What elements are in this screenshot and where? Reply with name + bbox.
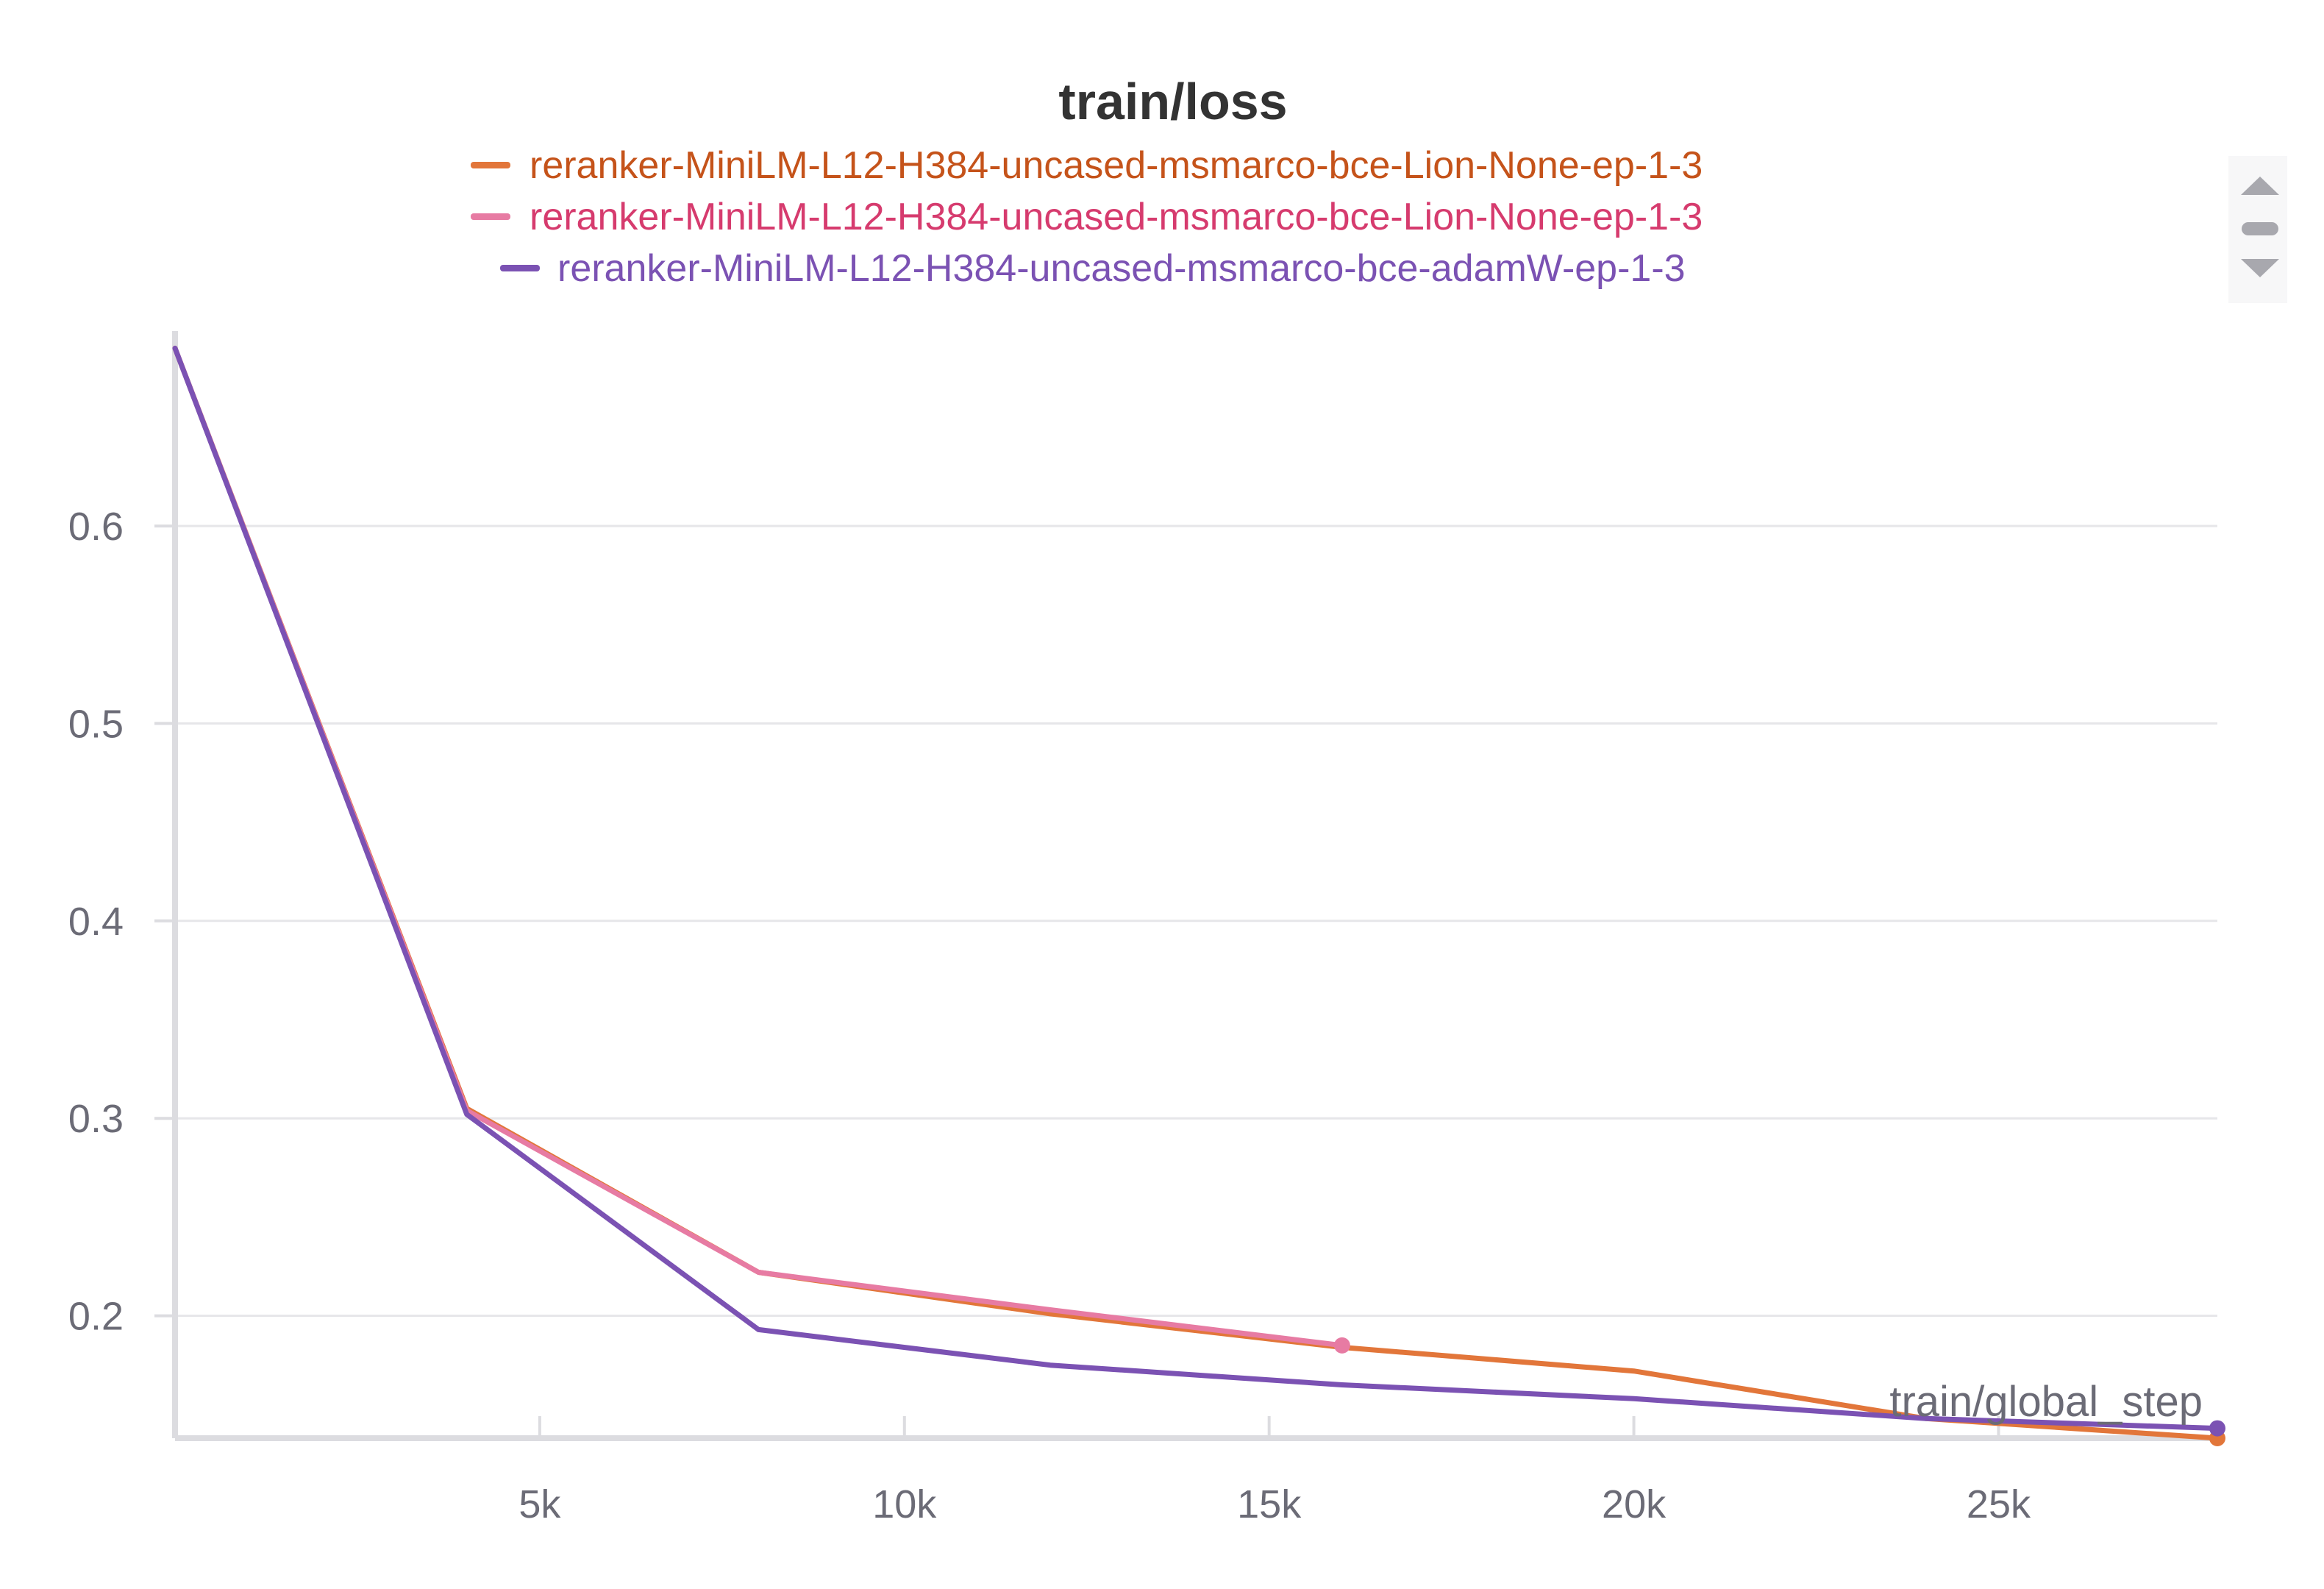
scroll-up-icon[interactable] xyxy=(2241,177,2279,195)
series-end-point-2 xyxy=(1333,1337,1350,1354)
x-tick-label: 5k xyxy=(518,1482,561,1526)
legend: reranker-MiniLM-L12-H384-uncased-msmarco… xyxy=(471,144,1703,290)
legend-scroll-controls[interactable] xyxy=(2228,156,2287,303)
y-tick-label: 0.4 xyxy=(68,900,124,944)
x-tick-label: 10k xyxy=(872,1482,937,1526)
series-line-2 xyxy=(172,345,1345,1348)
y-axis-ticks: 0.2 0.3 0.4 0.5 0.6 xyxy=(68,505,175,1339)
legend-label-3: reranker-MiniLM-L12-H384-uncased-msmarco… xyxy=(557,247,1686,290)
x-tick-label: 20k xyxy=(1602,1482,1667,1526)
x-axis-title: train/global_step xyxy=(1889,1378,2203,1426)
y-tick-label: 0.3 xyxy=(68,1097,124,1141)
legend-swatch-1 xyxy=(471,162,510,168)
axes xyxy=(172,331,2217,1441)
y-tick-label: 0.5 xyxy=(68,702,124,746)
chart-title: train/loss xyxy=(1058,73,1287,130)
legend-label-1: reranker-MiniLM-L12-H384-uncased-msmarco… xyxy=(530,144,1703,187)
x-axis-ticks: 5k 10k 15k 20k 25k xyxy=(518,1416,2031,1526)
x-tick-label: 15k xyxy=(1237,1482,1302,1526)
scroll-handle-icon[interactable] xyxy=(2242,222,2278,235)
legend-swatch-3 xyxy=(500,265,540,271)
grid xyxy=(175,525,2217,1318)
series-line-1 xyxy=(172,345,2220,1441)
series-group xyxy=(172,345,2225,1446)
legend-swatch-2 xyxy=(471,213,510,220)
x-tick-label: 25k xyxy=(1967,1482,2031,1526)
legend-label-2: reranker-MiniLM-L12-H384-uncased-msmarco… xyxy=(530,196,1703,238)
y-tick-label: 0.2 xyxy=(68,1295,124,1339)
y-tick-label: 0.6 xyxy=(68,505,124,549)
series-end-point-3 xyxy=(2209,1420,2225,1437)
scroll-down-icon[interactable] xyxy=(2241,259,2279,277)
series-line-3 xyxy=(172,345,2220,1432)
